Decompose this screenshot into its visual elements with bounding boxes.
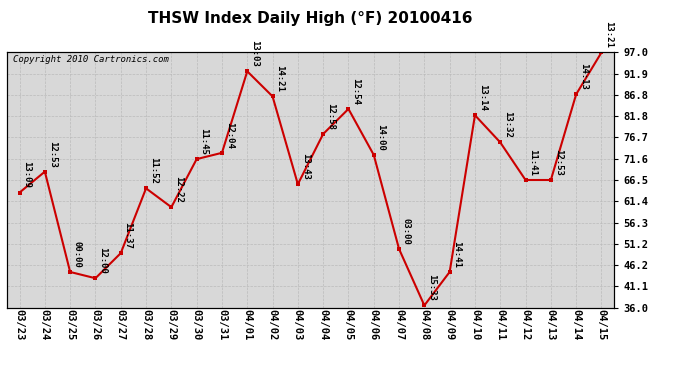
Text: 00:00: 00:00: [73, 241, 82, 268]
Text: 12:00: 12:00: [98, 247, 107, 274]
Text: 03:00: 03:00: [402, 218, 411, 245]
Text: 11:37: 11:37: [124, 222, 132, 249]
Text: THSW Index Daily High (°F) 20100416: THSW Index Daily High (°F) 20100416: [148, 11, 473, 26]
Text: 13:32: 13:32: [503, 111, 512, 138]
Text: 13:43: 13:43: [301, 153, 310, 180]
Text: 14:13: 14:13: [579, 63, 588, 90]
Text: 11:41: 11:41: [529, 149, 538, 176]
Text: 13:14: 13:14: [477, 84, 486, 111]
Text: 12:54: 12:54: [351, 78, 360, 105]
Text: 14:41: 14:41: [453, 241, 462, 268]
Text: 12:53: 12:53: [48, 141, 57, 168]
Text: Copyright 2010 Cartronics.com: Copyright 2010 Cartronics.com: [13, 55, 169, 64]
Text: 11:45: 11:45: [199, 128, 208, 155]
Text: 14:21: 14:21: [275, 65, 284, 92]
Text: 13:09: 13:09: [22, 162, 31, 188]
Text: 14:00: 14:00: [377, 124, 386, 151]
Text: 13:03: 13:03: [250, 40, 259, 67]
Text: 13:21: 13:21: [604, 21, 613, 48]
Text: 15:33: 15:33: [427, 274, 436, 301]
Text: 11:52: 11:52: [149, 158, 158, 184]
Text: 12:53: 12:53: [553, 149, 562, 176]
Text: 12:58: 12:58: [326, 103, 335, 130]
Text: 12:22: 12:22: [174, 176, 183, 203]
Text: 12:04: 12:04: [225, 122, 234, 148]
